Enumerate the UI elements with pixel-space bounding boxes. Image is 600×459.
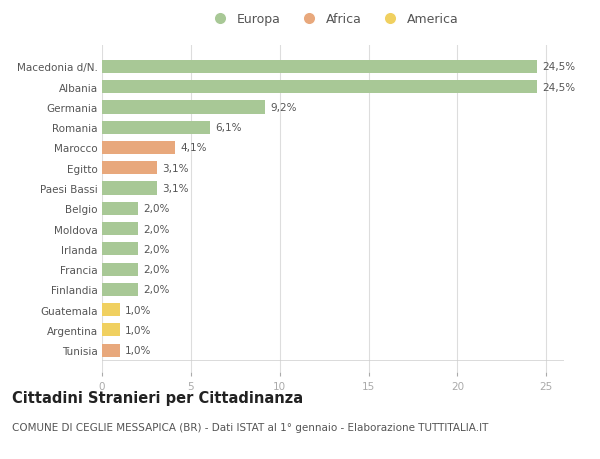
Bar [102,61,538,74]
Bar [102,243,137,256]
Bar [102,303,120,317]
Text: 1,0%: 1,0% [125,346,151,355]
Bar [102,101,265,114]
Text: 2,0%: 2,0% [143,204,169,214]
Bar [102,121,211,134]
Bar [102,344,120,357]
Text: 2,0%: 2,0% [143,264,169,274]
Text: 1,0%: 1,0% [125,325,151,335]
Bar [102,81,538,94]
Text: 2,0%: 2,0% [143,244,169,254]
Text: 6,1%: 6,1% [216,123,242,133]
Text: 4,1%: 4,1% [180,143,206,153]
Text: Cittadini Stranieri per Cittadinanza: Cittadini Stranieri per Cittadinanza [12,390,303,405]
Bar [102,223,137,235]
Text: 3,1%: 3,1% [163,163,189,174]
Text: 3,1%: 3,1% [163,184,189,194]
Text: 24,5%: 24,5% [542,83,576,93]
Text: 2,0%: 2,0% [143,285,169,295]
Text: 24,5%: 24,5% [542,62,576,72]
Bar [102,142,175,155]
Bar [102,263,137,276]
Legend: Europa, Africa, America: Europa, Africa, America [207,13,459,26]
Bar [102,324,120,337]
Bar [102,283,137,297]
Text: 1,0%: 1,0% [125,305,151,315]
Bar [102,182,157,195]
Text: COMUNE DI CEGLIE MESSAPICA (BR) - Dati ISTAT al 1° gennaio - Elaborazione TUTTIT: COMUNE DI CEGLIE MESSAPICA (BR) - Dati I… [12,422,488,432]
Text: 9,2%: 9,2% [271,103,298,113]
Bar [102,162,157,175]
Bar [102,202,137,215]
Text: 2,0%: 2,0% [143,224,169,234]
